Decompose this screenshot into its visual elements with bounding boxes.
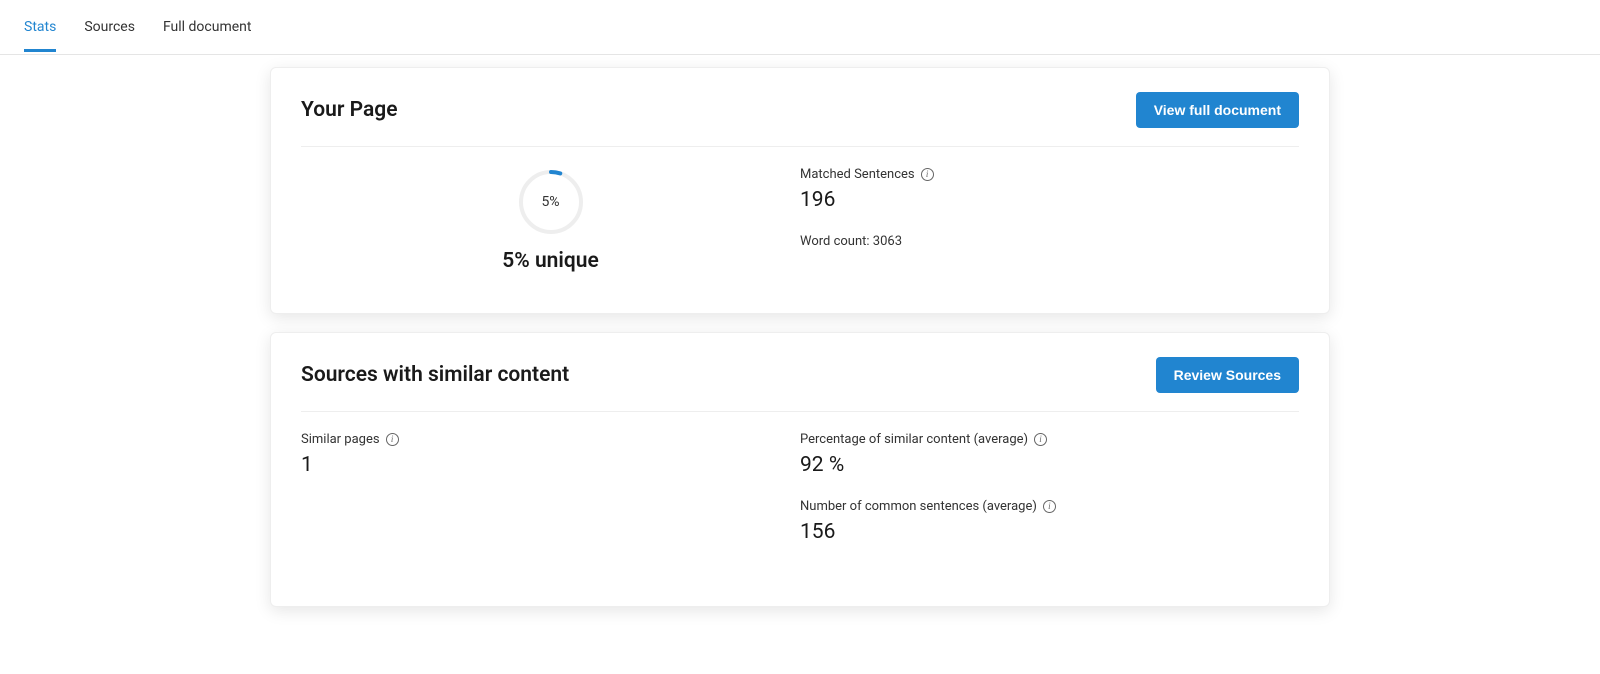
averages-column: Percentage of similar content (average) … <box>800 432 1299 566</box>
matched-sentences-value: 196 <box>800 188 1299 212</box>
sources-title: Sources with similar content <box>301 363 569 387</box>
sources-card: Sources with similar content Review Sour… <box>270 332 1330 607</box>
common-sentences-block: Number of common sentences (average) i 1… <box>800 499 1299 544</box>
donut-center-label: 5% <box>516 167 586 237</box>
similar-pages-value: 1 <box>301 453 800 477</box>
unique-donut: 5% <box>516 167 586 237</box>
sources-header: Sources with similar content Review Sour… <box>301 357 1299 412</box>
stats-column: Matched Sentences i 196 Word count: 3063 <box>800 167 1299 273</box>
review-sources-button[interactable]: Review Sources <box>1156 357 1299 393</box>
view-full-document-button[interactable]: View full document <box>1136 92 1299 128</box>
percentage-similar-block: Percentage of similar content (average) … <box>800 432 1299 477</box>
unique-column: 5% 5% unique <box>301 167 800 273</box>
common-sentences-label: Number of common sentences (average) i <box>800 499 1299 514</box>
sources-body: Similar pages i 1 Percentage of similar … <box>301 412 1299 566</box>
unique-label: 5% unique <box>502 249 599 273</box>
matched-sentences-label: Matched Sentences i <box>800 167 1299 182</box>
common-sentences-value: 156 <box>800 520 1299 544</box>
info-icon[interactable]: i <box>921 168 934 181</box>
percentage-similar-value: 92 % <box>800 453 1299 477</box>
main-content: Your Page View full document 5% 5% uniqu… <box>0 55 1600 647</box>
similar-pages-block: Similar pages i 1 <box>301 432 800 477</box>
your-page-body: 5% 5% unique Matched Sentences i 196 Wor… <box>301 147 1299 273</box>
tab-stats[interactable]: Stats <box>24 3 56 52</box>
matched-sentences-block: Matched Sentences i 196 <box>800 167 1299 212</box>
similar-pages-label: Similar pages i <box>301 432 800 447</box>
tab-bar: Stats Sources Full document <box>0 0 1600 55</box>
tab-full-document[interactable]: Full document <box>163 3 252 52</box>
your-page-card: Your Page View full document 5% 5% uniqu… <box>270 67 1330 314</box>
tab-sources[interactable]: Sources <box>84 3 135 52</box>
similar-pages-label-text: Similar pages <box>301 432 380 447</box>
your-page-header: Your Page View full document <box>301 92 1299 147</box>
word-count-label: Word count: 3063 <box>800 234 1299 249</box>
similar-pages-column: Similar pages i 1 <box>301 432 800 566</box>
your-page-title: Your Page <box>301 98 398 122</box>
info-icon[interactable]: i <box>386 433 399 446</box>
matched-sentences-label-text: Matched Sentences <box>800 167 915 182</box>
percentage-similar-label-text: Percentage of similar content (average) <box>800 432 1028 447</box>
info-icon[interactable]: i <box>1043 500 1056 513</box>
info-icon[interactable]: i <box>1034 433 1047 446</box>
percentage-similar-label: Percentage of similar content (average) … <box>800 432 1299 447</box>
common-sentences-label-text: Number of common sentences (average) <box>800 499 1037 514</box>
